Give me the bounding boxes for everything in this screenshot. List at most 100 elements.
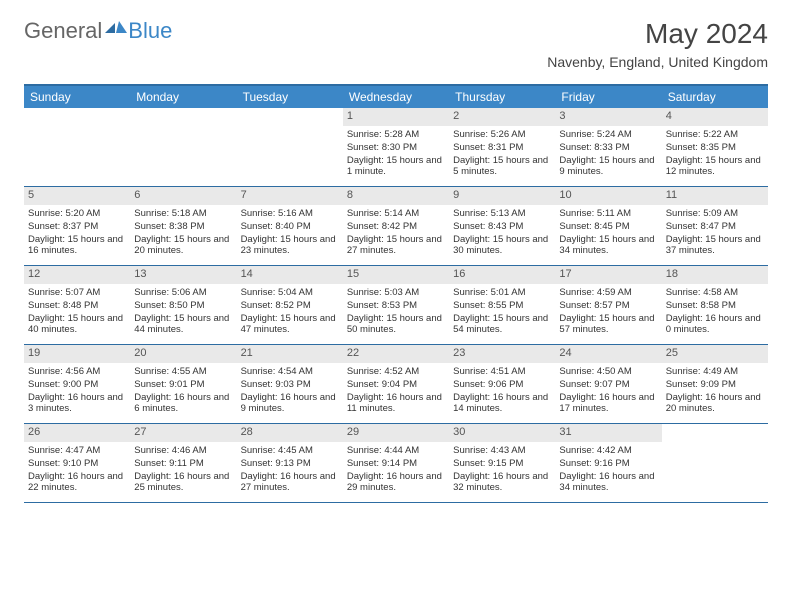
sunset-line: Sunset: 8:52 PM: [241, 300, 339, 312]
day-header-cell: Thursday: [449, 86, 555, 108]
daylight-line: Daylight: 15 hours and 30 minutes.: [453, 234, 551, 258]
day-cell: 17Sunrise: 4:59 AMSunset: 8:57 PMDayligh…: [555, 266, 661, 344]
day-number: 21: [237, 345, 343, 363]
day-cell: 12Sunrise: 5:07 AMSunset: 8:48 PMDayligh…: [24, 266, 130, 344]
sunset-line: Sunset: 9:11 PM: [134, 458, 232, 470]
daylight-line: Daylight: 16 hours and 11 minutes.: [347, 392, 445, 416]
day-cell: 20Sunrise: 4:55 AMSunset: 9:01 PMDayligh…: [130, 345, 236, 423]
sunrise-line: Sunrise: 5:24 AM: [559, 129, 657, 141]
sunrise-line: Sunrise: 4:42 AM: [559, 445, 657, 457]
day-number: 6: [130, 187, 236, 205]
day-number: 7: [237, 187, 343, 205]
sunrise-line: Sunrise: 5:01 AM: [453, 287, 551, 299]
sunrise-line: Sunrise: 5:20 AM: [28, 208, 126, 220]
day-cell: 22Sunrise: 4:52 AMSunset: 9:04 PMDayligh…: [343, 345, 449, 423]
day-header-cell: Wednesday: [343, 86, 449, 108]
daylight-line: Daylight: 15 hours and 54 minutes.: [453, 313, 551, 337]
day-number: 12: [24, 266, 130, 284]
day-number: 18: [662, 266, 768, 284]
week-row: 26Sunrise: 4:47 AMSunset: 9:10 PMDayligh…: [24, 424, 768, 503]
sunrise-line: Sunrise: 4:58 AM: [666, 287, 764, 299]
day-number: 20: [130, 345, 236, 363]
empty-cell: [24, 108, 130, 186]
day-cell: 27Sunrise: 4:46 AMSunset: 9:11 PMDayligh…: [130, 424, 236, 502]
sunset-line: Sunset: 8:42 PM: [347, 221, 445, 233]
sunrise-line: Sunrise: 5:06 AM: [134, 287, 232, 299]
logo: General Blue: [24, 18, 172, 44]
week-row: 19Sunrise: 4:56 AMSunset: 9:00 PMDayligh…: [24, 345, 768, 424]
title-block: May 2024 Navenby, England, United Kingdo…: [547, 18, 768, 70]
day-cell: 29Sunrise: 4:44 AMSunset: 9:14 PMDayligh…: [343, 424, 449, 502]
daylight-line: Daylight: 15 hours and 9 minutes.: [559, 155, 657, 179]
month-title: May 2024: [547, 18, 768, 50]
daylight-line: Daylight: 15 hours and 1 minute.: [347, 155, 445, 179]
day-cell: 26Sunrise: 4:47 AMSunset: 9:10 PMDayligh…: [24, 424, 130, 502]
day-cell: 24Sunrise: 4:50 AMSunset: 9:07 PMDayligh…: [555, 345, 661, 423]
daylight-line: Daylight: 16 hours and 22 minutes.: [28, 471, 126, 495]
sunset-line: Sunset: 8:38 PM: [134, 221, 232, 233]
daylight-line: Daylight: 16 hours and 29 minutes.: [347, 471, 445, 495]
sunset-line: Sunset: 9:10 PM: [28, 458, 126, 470]
daylight-line: Daylight: 16 hours and 9 minutes.: [241, 392, 339, 416]
sunrise-line: Sunrise: 5:11 AM: [559, 208, 657, 220]
day-number: 11: [662, 187, 768, 205]
sunset-line: Sunset: 8:40 PM: [241, 221, 339, 233]
daylight-line: Daylight: 15 hours and 16 minutes.: [28, 234, 126, 258]
day-number: 14: [237, 266, 343, 284]
day-number: 24: [555, 345, 661, 363]
sunrise-line: Sunrise: 5:16 AM: [241, 208, 339, 220]
empty-cell: [237, 108, 343, 186]
day-cell: 13Sunrise: 5:06 AMSunset: 8:50 PMDayligh…: [130, 266, 236, 344]
sunset-line: Sunset: 8:35 PM: [666, 142, 764, 154]
daylight-line: Daylight: 15 hours and 44 minutes.: [134, 313, 232, 337]
day-number: 10: [555, 187, 661, 205]
sunrise-line: Sunrise: 4:44 AM: [347, 445, 445, 457]
sunset-line: Sunset: 9:14 PM: [347, 458, 445, 470]
sunrise-line: Sunrise: 5:09 AM: [666, 208, 764, 220]
day-number: 30: [449, 424, 555, 442]
daylight-line: Daylight: 16 hours and 0 minutes.: [666, 313, 764, 337]
day-header-cell: Tuesday: [237, 86, 343, 108]
sunrise-line: Sunrise: 5:18 AM: [134, 208, 232, 220]
sunset-line: Sunset: 9:04 PM: [347, 379, 445, 391]
sunrise-line: Sunrise: 5:14 AM: [347, 208, 445, 220]
day-cell: 4Sunrise: 5:22 AMSunset: 8:35 PMDaylight…: [662, 108, 768, 186]
day-cell: 21Sunrise: 4:54 AMSunset: 9:03 PMDayligh…: [237, 345, 343, 423]
daylight-line: Daylight: 15 hours and 34 minutes.: [559, 234, 657, 258]
day-cell: 1Sunrise: 5:28 AMSunset: 8:30 PMDaylight…: [343, 108, 449, 186]
week-row: 12Sunrise: 5:07 AMSunset: 8:48 PMDayligh…: [24, 266, 768, 345]
day-number: 25: [662, 345, 768, 363]
day-number: 28: [237, 424, 343, 442]
sunset-line: Sunset: 8:55 PM: [453, 300, 551, 312]
day-number: 13: [130, 266, 236, 284]
daylight-line: Daylight: 16 hours and 14 minutes.: [453, 392, 551, 416]
sunrise-line: Sunrise: 5:22 AM: [666, 129, 764, 141]
daylight-line: Daylight: 16 hours and 27 minutes.: [241, 471, 339, 495]
sunrise-line: Sunrise: 5:04 AM: [241, 287, 339, 299]
calendar: SundayMondayTuesdayWednesdayThursdayFrid…: [24, 84, 768, 503]
day-header-cell: Monday: [130, 86, 236, 108]
sunset-line: Sunset: 8:31 PM: [453, 142, 551, 154]
sunrise-line: Sunrise: 4:43 AM: [453, 445, 551, 457]
sunrise-line: Sunrise: 4:46 AM: [134, 445, 232, 457]
location: Navenby, England, United Kingdom: [547, 54, 768, 70]
empty-cell: [130, 108, 236, 186]
daylight-line: Daylight: 16 hours and 3 minutes.: [28, 392, 126, 416]
sunrise-line: Sunrise: 4:45 AM: [241, 445, 339, 457]
day-cell: 25Sunrise: 4:49 AMSunset: 9:09 PMDayligh…: [662, 345, 768, 423]
day-cell: 23Sunrise: 4:51 AMSunset: 9:06 PMDayligh…: [449, 345, 555, 423]
day-number: 1: [343, 108, 449, 126]
daylight-line: Daylight: 15 hours and 50 minutes.: [347, 313, 445, 337]
day-number: 31: [555, 424, 661, 442]
day-number: 4: [662, 108, 768, 126]
sunset-line: Sunset: 8:58 PM: [666, 300, 764, 312]
day-number: 16: [449, 266, 555, 284]
sunset-line: Sunset: 9:03 PM: [241, 379, 339, 391]
day-number: 23: [449, 345, 555, 363]
sunset-line: Sunset: 8:37 PM: [28, 221, 126, 233]
day-number: 26: [24, 424, 130, 442]
week-row: 1Sunrise: 5:28 AMSunset: 8:30 PMDaylight…: [24, 108, 768, 187]
daylight-line: Daylight: 16 hours and 34 minutes.: [559, 471, 657, 495]
daylight-line: Daylight: 15 hours and 23 minutes.: [241, 234, 339, 258]
sunset-line: Sunset: 8:30 PM: [347, 142, 445, 154]
